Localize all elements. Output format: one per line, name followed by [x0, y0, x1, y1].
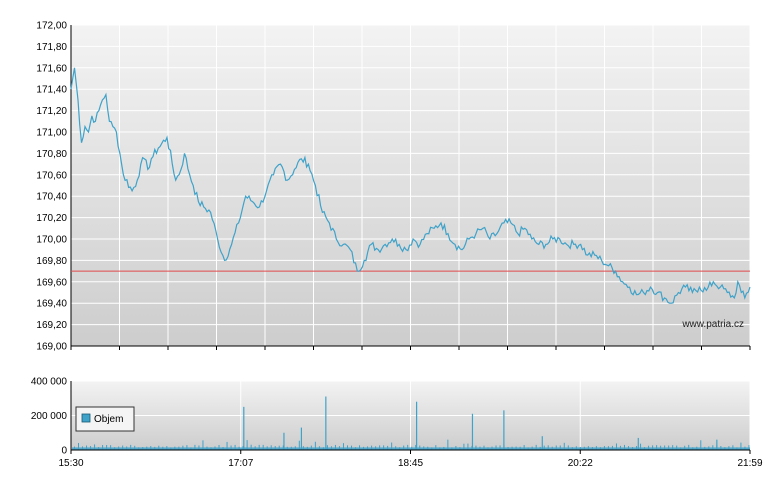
time-x-tick-label: 18:45	[398, 458, 423, 469]
time-x-tick-label: 17:07	[228, 458, 253, 469]
time-x-tick-label: 15:30	[58, 458, 83, 469]
price-y-tick-label: 171,40	[36, 85, 67, 96]
time-x-tick-label: 20:22	[568, 458, 593, 469]
price-y-tick-label: 172,00	[36, 21, 67, 32]
price-y-tick-label: 171,20	[36, 106, 67, 117]
volume-y-tick-label: 0	[61, 446, 67, 457]
volume-y-tick-label: 200 000	[31, 411, 68, 422]
volume-legend: Objem	[75, 406, 135, 432]
price-y-tick-label: 171,80	[36, 42, 67, 53]
price-y-tick-label: 169,80	[36, 256, 67, 267]
price-y-tick-label: 169,00	[36, 342, 67, 353]
price-x-ticks	[70, 346, 751, 350]
time-x-axis: 15:30 17:07 18:45 20:22 21:59	[58, 450, 763, 469]
time-x-tick-label: 21:59	[737, 458, 762, 469]
price-gridlines	[70, 24, 751, 347]
volume-panel: 400 000 200 000 0 15:30 17:07 18:45 20:22 21:5…	[31, 377, 763, 470]
price-series-line	[70, 67, 751, 304]
volume-bars	[72, 396, 750, 450]
price-y-tick-label: 170,80	[36, 149, 67, 160]
watermark-text: www.patria.cz	[681, 319, 744, 330]
volume-y-axis: 400 000 200 000 0	[31, 377, 72, 457]
price-y-tick-label: 171,60	[36, 63, 67, 74]
price-y-tick-label: 170,40	[36, 192, 67, 203]
price-y-tick-label: 170,60	[36, 170, 67, 181]
volume-baseline-band	[72, 447, 750, 450]
price-panel: 172,00 171,80 171,60 171,40 171,20 171,00 170,…	[36, 21, 751, 353]
price-y-axis: 172,00 171,80 171,60 171,40 171,20 171,00 170,…	[36, 21, 72, 353]
volume-gridlines	[70, 380, 751, 450]
legend-label: Objem	[94, 414, 123, 425]
price-y-tick-label: 170,20	[36, 213, 67, 224]
price-y-tick-label: 169,60	[36, 277, 67, 288]
volume-y-tick-label: 400 000	[31, 377, 68, 388]
price-y-tick-label: 171,00	[36, 128, 67, 139]
price-y-tick-label: 169,40	[36, 299, 67, 310]
price-y-tick-label: 170,00	[36, 235, 67, 246]
legend-swatch	[81, 413, 91, 423]
price-y-tick-label: 169,20	[36, 320, 67, 331]
